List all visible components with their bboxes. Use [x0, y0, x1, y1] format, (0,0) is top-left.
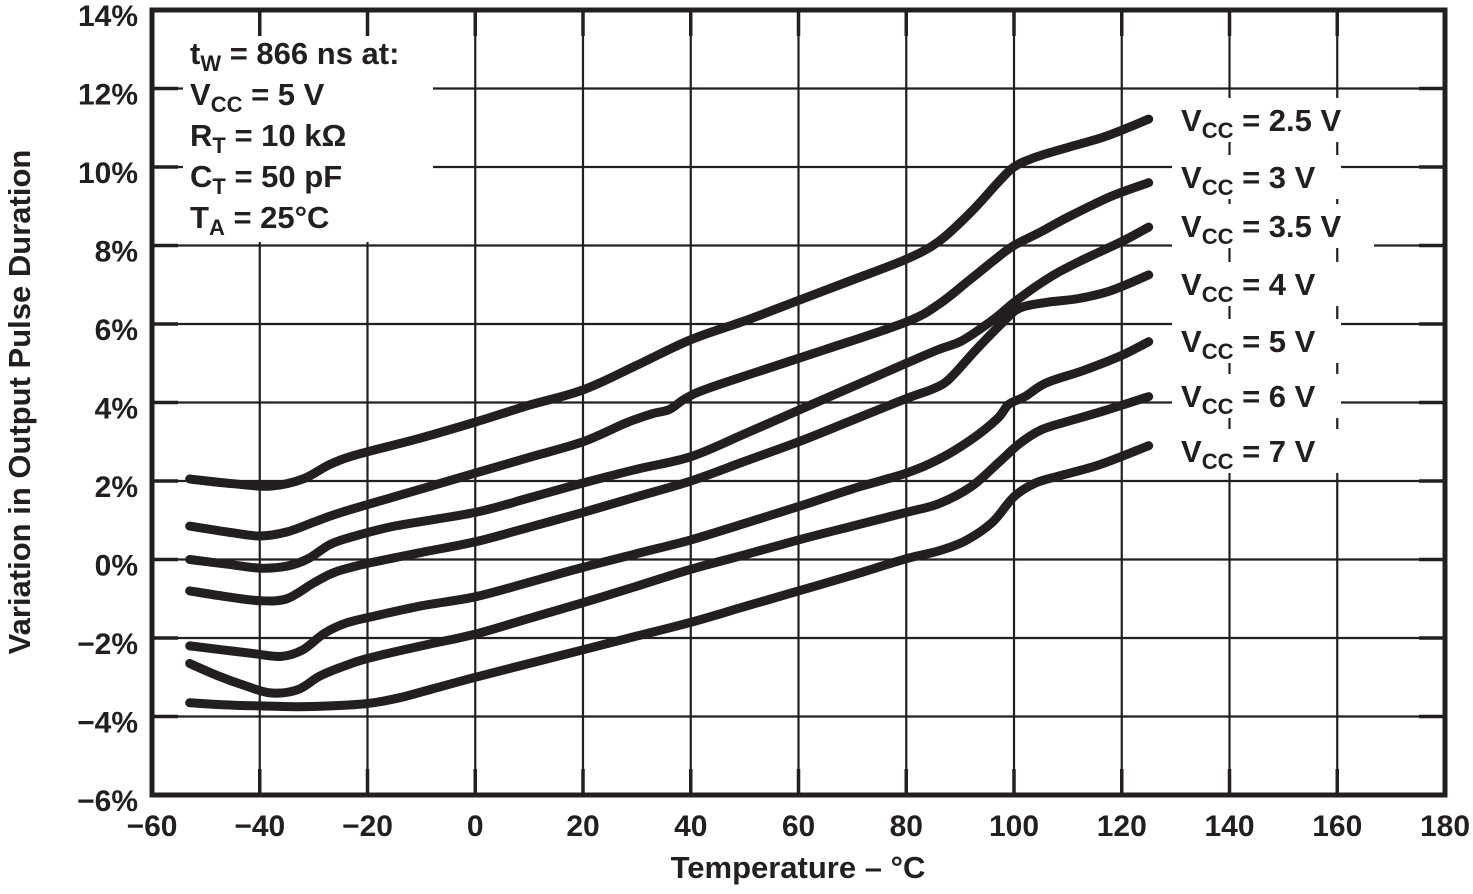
x-tick-label: −60 — [127, 810, 178, 843]
y-tick-label: 0% — [95, 550, 138, 583]
x-tick-label: 0 — [467, 810, 484, 843]
y-axis-title: Variation in Output Pulse Duration — [2, 149, 37, 655]
x-tick-label: −40 — [234, 810, 285, 843]
legend-label-background — [1172, 155, 1341, 199]
legend-label: VCC = 5 V — [1181, 324, 1316, 364]
y-tick-label: 10% — [78, 157, 138, 190]
legend-label: VCC = 6 V — [1181, 379, 1316, 419]
series-curve — [185, 337, 1154, 662]
x-tick-label: 20 — [566, 810, 599, 843]
y-tick-label: −4% — [77, 707, 138, 740]
annotation-line: VCC = 5 V — [190, 77, 325, 117]
x-tick-label: 160 — [1312, 810, 1362, 843]
x-tick-label: 60 — [782, 810, 815, 843]
legend-label: VCC = 3 V — [1181, 160, 1316, 200]
x-tick-label: −20 — [342, 810, 393, 843]
y-tick-label: −2% — [77, 628, 138, 661]
x-tick-label: 80 — [890, 810, 923, 843]
legend-label-background — [1172, 204, 1374, 248]
x-tick-label: 140 — [1204, 810, 1254, 843]
y-tick-label: 2% — [95, 471, 138, 504]
x-tick-label: 120 — [1097, 810, 1147, 843]
x-axis-title: Temperature – °C — [670, 850, 926, 885]
legend-label-background — [1172, 429, 1341, 473]
legend-label: VCC = 3.5 V — [1181, 209, 1342, 249]
annotation-background — [183, 30, 433, 242]
annotation-line: CT = 50 pF — [190, 159, 342, 199]
annotation-line: RT = 10 kΩ — [190, 118, 346, 158]
y-tick-label: 4% — [95, 393, 138, 426]
legend-label-background — [1172, 374, 1341, 418]
x-tick-label: 180 — [1420, 810, 1470, 843]
series-curve — [185, 114, 1154, 491]
legend-label-background — [1172, 262, 1341, 306]
y-tick-label: 6% — [95, 314, 138, 347]
x-tick-label: 100 — [989, 810, 1039, 843]
legend-label-background — [1172, 98, 1374, 142]
y-tick-label: 14% — [78, 0, 138, 33]
y-tick-label: 12% — [78, 79, 138, 112]
legend-label: VCC = 2.5 V — [1181, 103, 1342, 143]
legend-label-background — [1172, 319, 1341, 363]
series-curve — [185, 222, 1154, 573]
y-tick-label: 8% — [95, 236, 138, 269]
plot-frame — [149, 7, 1448, 798]
series-curve — [185, 441, 1154, 712]
y-tick-label: −6% — [77, 785, 138, 818]
annotation-line: TA = 25°C — [190, 200, 329, 240]
series-curve — [185, 270, 1154, 606]
annotation-line: tW = 866 ns at: — [190, 36, 399, 76]
legend-label: VCC = 4 V — [1181, 267, 1316, 307]
series-curve — [185, 392, 1154, 698]
series-curve — [185, 178, 1154, 541]
x-tick-label: 40 — [674, 810, 707, 843]
legend-label: VCC = 7 V — [1181, 434, 1316, 474]
